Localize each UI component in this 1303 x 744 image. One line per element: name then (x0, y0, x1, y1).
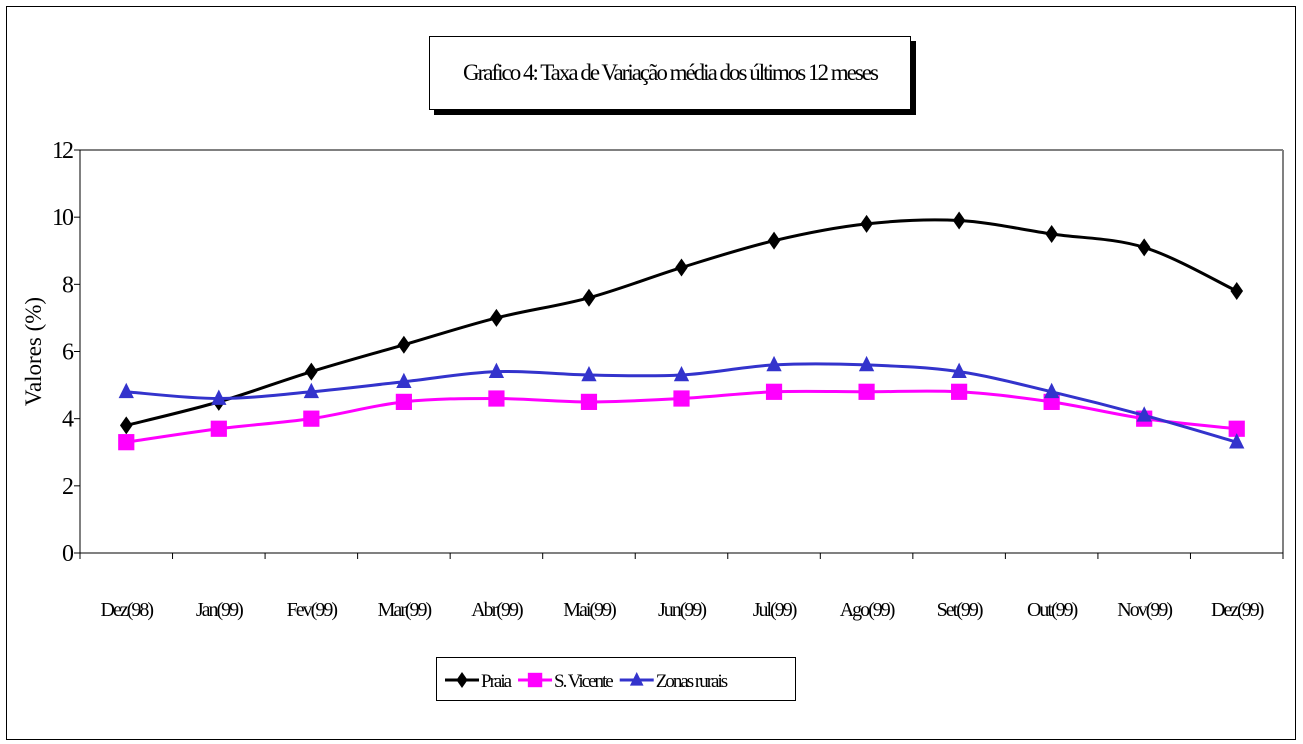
marker-square (1228, 420, 1245, 437)
x-tick-label: Jul(99) (753, 599, 797, 621)
marker-diamond (767, 231, 781, 250)
marker-square (395, 393, 412, 410)
marker-triangle (396, 372, 412, 389)
y-tick-label: 12 (52, 138, 73, 164)
x-tick-label: Set(99) (937, 599, 983, 621)
marker-triangle (951, 362, 967, 378)
x-tick-label: Abr(99) (471, 599, 523, 621)
marker-diamond (1137, 238, 1151, 257)
marker-diamond (675, 258, 688, 277)
marker-square (673, 390, 690, 407)
marker-diamond (397, 335, 411, 354)
chart-legend: Praia S. Vicente Zonas rurais (436, 657, 796, 701)
marker-diamond (860, 214, 873, 233)
legend-label: Praia (481, 671, 513, 692)
marker-triangle (211, 389, 227, 405)
marker-triangle (581, 366, 597, 382)
marker-triangle (118, 382, 134, 399)
marker-diamond (582, 288, 596, 307)
marker-triangle (488, 362, 505, 378)
legend-label: S. Vicente (554, 671, 613, 692)
x-tick-label: Ago(99) (840, 599, 895, 621)
marker-diamond (305, 362, 318, 381)
x-tick-label: Dez(99) (1211, 599, 1264, 621)
chart-title: Grafico 4: Taxa de Variação média dos úl… (463, 60, 879, 85)
marker-triangle (1136, 406, 1152, 422)
y-tick-label: 10 (52, 205, 74, 231)
marker-triangle (629, 672, 644, 686)
chart-title-box: Grafico 4: Taxa de Variação média dos úl… (429, 36, 911, 110)
marker-square (580, 393, 598, 410)
marker-diamond (1230, 282, 1244, 301)
marker-square (303, 410, 320, 427)
marker-diamond (490, 308, 503, 327)
marker-square (765, 383, 783, 400)
y-axis-title: Valores (%) (21, 297, 46, 406)
marker-diamond (456, 672, 468, 688)
marker-square (527, 672, 543, 688)
x-tick-label: Jan(99) (196, 599, 243, 621)
marker-diamond (119, 416, 133, 435)
x-tick-label: Jun(99) (658, 599, 706, 621)
marker-square (951, 383, 968, 400)
x-tick-label: Mar(99) (378, 599, 432, 621)
y-tick-label: 4 (62, 407, 74, 433)
marker-triangle (1044, 382, 1060, 399)
marker-diamond (952, 211, 966, 230)
y-tick-label: 0 (62, 541, 74, 567)
x-tick-label: Fev(99) (287, 599, 338, 621)
marker-diamond (1045, 224, 1058, 243)
legend-label: Zonas rurais (656, 671, 728, 692)
marker-square (488, 390, 505, 407)
x-tick-label: Dez(98) (101, 599, 154, 621)
marker-triangle (766, 355, 782, 372)
x-tick-label: Mai(99) (563, 599, 616, 621)
marker-triangle (1229, 433, 1245, 449)
x-tick-label: Nov(99) (1117, 599, 1172, 621)
marker-triangle (858, 355, 875, 372)
marker-square (858, 383, 875, 400)
marker-triangle (673, 366, 690, 382)
marker-square (118, 434, 135, 451)
marker-square (210, 420, 227, 437)
chart-frame: Grafico 4: Taxa de Variação média dos úl… (6, 6, 1296, 740)
y-tick-label: 2 (62, 474, 73, 500)
y-tick-label: 8 (62, 272, 74, 298)
marker-triangle (303, 382, 319, 399)
x-tick-label: Out(99) (1027, 599, 1078, 621)
y-tick-label: 6 (62, 340, 74, 366)
